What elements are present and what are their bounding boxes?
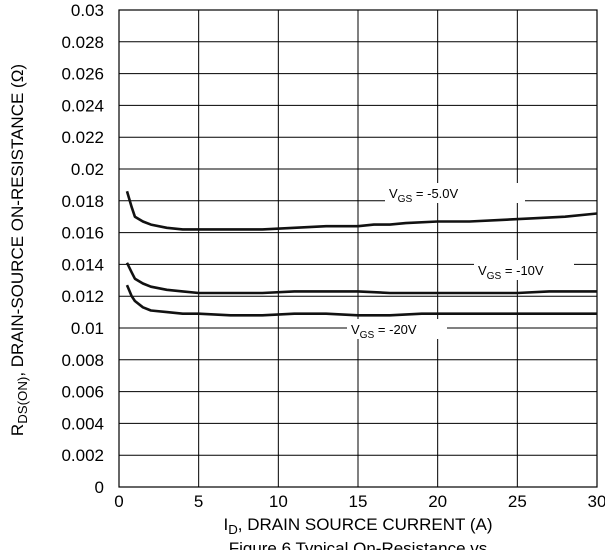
x-tick-label: 10 bbox=[269, 492, 288, 511]
y-tick-label: 0.008 bbox=[61, 351, 104, 370]
y-tick-label: 0.006 bbox=[61, 383, 104, 402]
tick-labels: 0 0.002 0.004 0.006 0.008 0.01 0.012 0.014 0.016… bbox=[61, 1, 605, 511]
series-labels: VGS = -5.0V VGS = -10V VGS = -20V bbox=[347, 183, 574, 341]
x-axis-title: ID, DRAIN SOURCE CURRENT (A) bbox=[223, 515, 492, 537]
plot-frame bbox=[118, 9, 598, 488]
series-lines bbox=[125, 190, 598, 317]
y-tick-label: 0 bbox=[95, 478, 104, 497]
series-label-3: VGS = -20V bbox=[351, 322, 417, 341]
x-tick-label: 0 bbox=[114, 492, 123, 511]
x-tick-label: 15 bbox=[349, 492, 368, 511]
y-tick-label: 0.012 bbox=[61, 287, 104, 306]
y-tick-label: 0.004 bbox=[61, 414, 104, 433]
series-line-1 bbox=[125, 190, 598, 231]
y-tick-label: 0.01 bbox=[71, 319, 104, 338]
series-label-1: VGS = -5.0V bbox=[389, 186, 459, 205]
y-tick-label: 0.014 bbox=[61, 255, 104, 274]
series-label-bg bbox=[385, 183, 525, 203]
y-tick-label: 0.002 bbox=[61, 446, 104, 465]
axis-titles: ID, DRAIN SOURCE CURRENT (A) RDS(ON), DRA… bbox=[8, 64, 493, 550]
series-line-3 bbox=[125, 284, 597, 317]
x-tick-label: 5 bbox=[194, 492, 203, 511]
y-tick-label: 0.024 bbox=[61, 96, 104, 115]
y-tick-label: 0.016 bbox=[61, 224, 104, 243]
y-tick-label: 0.018 bbox=[61, 192, 104, 211]
y-tick-label: 0.03 bbox=[71, 1, 104, 20]
series-label-2: VGS = -10V bbox=[478, 263, 544, 282]
series-line-2 bbox=[125, 262, 597, 295]
series-label-bg bbox=[474, 260, 574, 280]
y-tick-label: 0.028 bbox=[61, 33, 104, 52]
x-tick-label: 25 bbox=[508, 492, 527, 511]
x-tick-label: 30 bbox=[588, 492, 605, 511]
series-label-bg bbox=[347, 319, 447, 339]
y-tick-label: 0.022 bbox=[61, 128, 104, 147]
y-tick-label: 0.026 bbox=[61, 65, 104, 84]
y-tick-label: 0.02 bbox=[71, 160, 104, 179]
grid-lines bbox=[118, 9, 598, 488]
figure-caption: Figure 6 Typical On-Resistance vs bbox=[229, 539, 488, 550]
x-tick-label: 20 bbox=[428, 492, 447, 511]
y-axis-title: RDS(ON), DRAIN-SOURCE ON-RESISTANCE (Ω) bbox=[8, 64, 30, 436]
